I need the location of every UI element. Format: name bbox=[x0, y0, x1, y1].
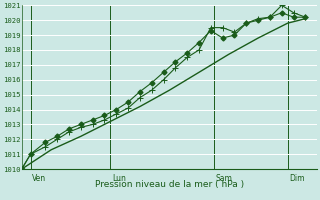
Text: Dim: Dim bbox=[289, 174, 305, 183]
Text: Ven: Ven bbox=[32, 174, 46, 183]
Text: Sam: Sam bbox=[215, 174, 232, 183]
X-axis label: Pression niveau de la mer ( hPa ): Pression niveau de la mer ( hPa ) bbox=[95, 180, 244, 189]
Text: Lun: Lun bbox=[112, 174, 126, 183]
